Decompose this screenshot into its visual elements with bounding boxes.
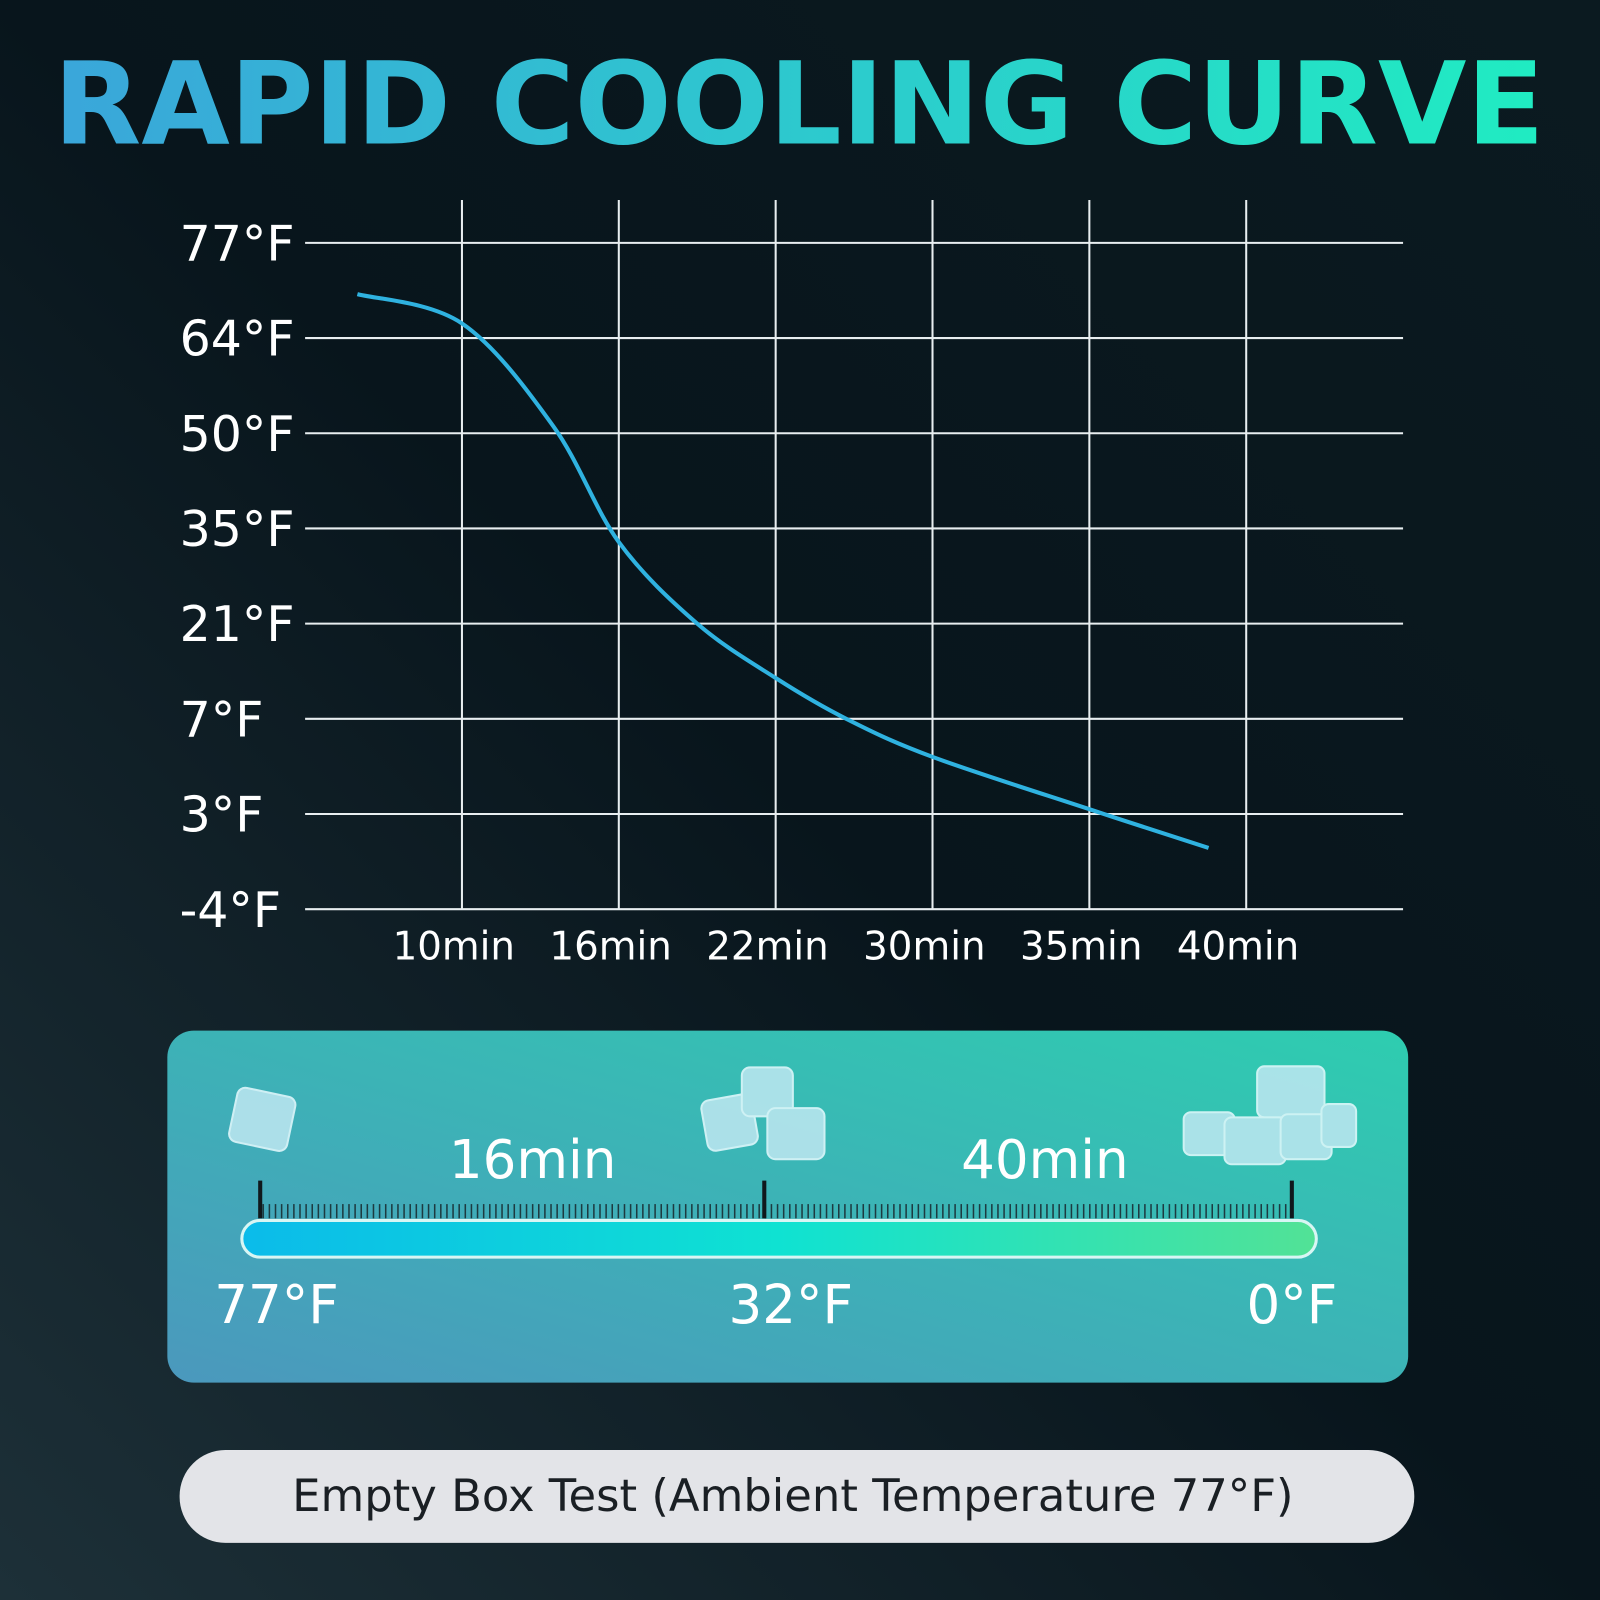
x-tick-label: 35min (1020, 924, 1142, 969)
title: RAPID COOLING CURVE (53, 37, 1544, 170)
cooling-curve (356, 292, 1210, 850)
time-label: 16min (449, 1129, 617, 1191)
y-tick-label: 77°F (180, 215, 295, 272)
ice-icons (228, 1065, 1358, 1166)
footer-text: Empty Box Test (Ambient Temperature 77°F… (292, 1469, 1293, 1522)
temperature-label: 32°F (729, 1274, 854, 1336)
x-tick-label: 10min (393, 924, 515, 969)
y-tick-label: 64°F (180, 311, 295, 368)
x-tick-label: 30min (863, 924, 985, 969)
plot: 77°F 64°F 50°F 35°F 21°F 7°F 3°F -4°F 10min 16min… (180, 200, 1404, 969)
y-tick-label: 21°F (180, 596, 295, 653)
ruler (258, 1180, 1294, 1219)
temperature-label: 77°F (214, 1274, 339, 1336)
y-tick-label: 35°F (180, 501, 295, 558)
x-tick-label: 40min (1177, 924, 1299, 969)
temperature-bar (240, 1218, 1318, 1259)
y-tick-label: 7°F (180, 691, 264, 748)
x-tick-label: 22min (706, 924, 828, 969)
y-tick-label: -4°F (180, 882, 281, 939)
x-tick-label: 16min (549, 924, 671, 969)
temperature-label: 0°F (1246, 1274, 1337, 1336)
time-label: 40min (961, 1129, 1129, 1191)
y-tick-label: 3°F (180, 787, 264, 844)
y-tick-label: 50°F (180, 406, 295, 463)
scale-panel (167, 1030, 1409, 1383)
footer-pill (179, 1450, 1415, 1543)
